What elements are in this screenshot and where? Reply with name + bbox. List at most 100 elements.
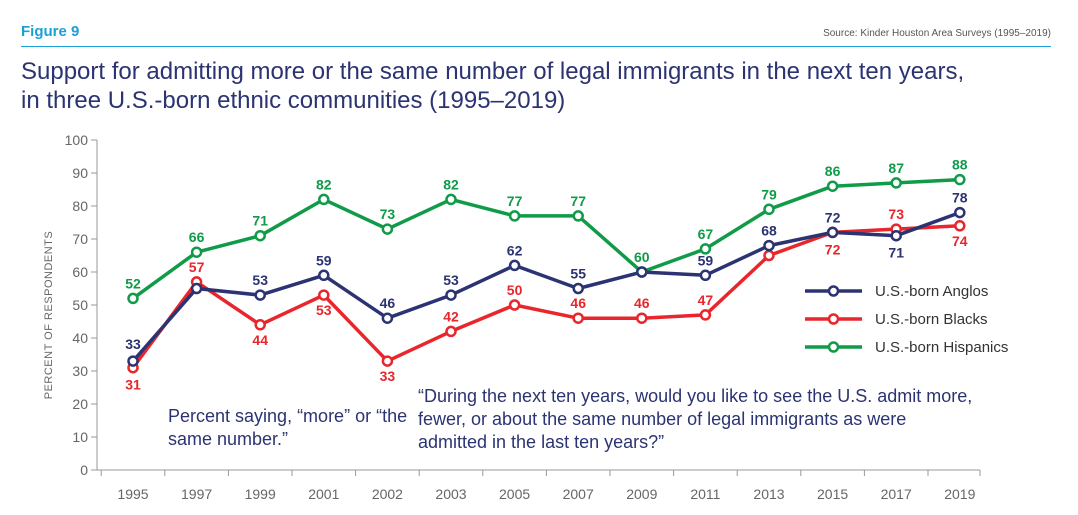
data-point bbox=[636, 312, 648, 324]
legend-marker bbox=[827, 341, 840, 353]
data-label: 68 bbox=[761, 223, 777, 239]
header-rule bbox=[21, 46, 1051, 47]
data-point bbox=[381, 355, 394, 367]
data-point bbox=[890, 229, 902, 242]
data-label: 82 bbox=[316, 176, 332, 192]
data-point bbox=[699, 309, 712, 321]
data-label: 53 bbox=[443, 272, 459, 288]
data-point bbox=[445, 193, 457, 206]
data-label: 52 bbox=[125, 275, 141, 291]
data-point bbox=[954, 206, 966, 219]
data-label: 79 bbox=[761, 186, 777, 202]
data-label: 59 bbox=[316, 252, 332, 268]
x-tick-label: 2002 bbox=[372, 486, 403, 502]
data-point bbox=[763, 239, 775, 252]
data-point bbox=[572, 210, 584, 222]
chart-title: Support for admitting more or the same n… bbox=[21, 57, 1061, 115]
x-tick-label: 2007 bbox=[563, 486, 594, 502]
y-tick-label: 80 bbox=[72, 198, 88, 214]
data-label: 88 bbox=[952, 157, 968, 173]
x-tick-label: 2001 bbox=[308, 486, 339, 502]
source-note: Source: Kinder Houston Area Surveys (199… bbox=[823, 28, 1051, 39]
x-tick-label: 2015 bbox=[817, 486, 848, 502]
x-tick-label: 2009 bbox=[626, 486, 657, 502]
data-point bbox=[190, 282, 203, 295]
data-label: 72 bbox=[825, 209, 841, 225]
data-point bbox=[954, 220, 966, 232]
x-tick-label: 2017 bbox=[881, 486, 912, 502]
y-tick-label: 60 bbox=[72, 264, 88, 280]
legend-label: U.S.-born Hispanics bbox=[875, 339, 1008, 356]
note-percent-saying: Percent saying, “more” or “the same numb… bbox=[168, 406, 408, 449]
data-label: 62 bbox=[507, 242, 523, 258]
data-label: 66 bbox=[189, 229, 205, 245]
data-point bbox=[699, 269, 712, 282]
x-tick-label: 2003 bbox=[435, 486, 466, 502]
data-label: 44 bbox=[252, 332, 268, 348]
data-label: 46 bbox=[634, 295, 650, 311]
data-point bbox=[445, 289, 457, 301]
data-label: 47 bbox=[698, 292, 714, 308]
figure-label: Figure 9 bbox=[21, 23, 80, 40]
data-label: 77 bbox=[570, 193, 586, 209]
chart-title-line-2: in three U.S.-born ethnic communities (1… bbox=[21, 87, 566, 114]
data-point bbox=[381, 223, 394, 235]
data-label: 72 bbox=[825, 241, 841, 257]
y-tick-label: 20 bbox=[72, 396, 88, 412]
x-tick-label: 1999 bbox=[245, 486, 276, 502]
data-label: 46 bbox=[380, 295, 396, 311]
y-tick-label: 90 bbox=[72, 165, 88, 181]
data-label: 67 bbox=[698, 226, 714, 242]
data-label: 50 bbox=[507, 282, 523, 298]
data-label: 33 bbox=[380, 368, 396, 384]
data-label: 53 bbox=[252, 272, 268, 288]
data-point bbox=[318, 289, 330, 301]
data-point bbox=[127, 292, 139, 305]
legend-marker bbox=[827, 285, 840, 297]
data-label: 53 bbox=[316, 302, 332, 318]
data-label: 46 bbox=[570, 295, 586, 311]
y-axis-label: PERCENT OF RESPONDENTS bbox=[43, 231, 55, 400]
data-point bbox=[190, 246, 203, 258]
data-point bbox=[508, 299, 521, 311]
data-label: 73 bbox=[380, 206, 396, 222]
data-label: 71 bbox=[888, 245, 904, 261]
legend-marker bbox=[827, 313, 840, 325]
data-point bbox=[699, 243, 712, 255]
legend-label: U.S.-born Blacks bbox=[875, 311, 988, 328]
data-label: 82 bbox=[443, 176, 459, 192]
data-point bbox=[254, 319, 266, 331]
data-point bbox=[826, 180, 839, 192]
data-label: 59 bbox=[698, 252, 714, 268]
x-tick-label: 1995 bbox=[117, 486, 148, 502]
data-point bbox=[254, 289, 266, 301]
data-label: 71 bbox=[252, 213, 268, 229]
x-tick-label: 2013 bbox=[753, 486, 784, 502]
data-point bbox=[127, 355, 139, 367]
data-point bbox=[254, 229, 266, 242]
chart-title-line-1: Support for admitting more or the same n… bbox=[21, 58, 965, 85]
y-tick-label: 10 bbox=[72, 429, 88, 445]
data-point bbox=[508, 210, 521, 222]
data-label: 73 bbox=[888, 206, 904, 222]
data-point bbox=[636, 266, 648, 278]
data-label: 87 bbox=[888, 160, 904, 176]
data-point bbox=[763, 249, 775, 262]
data-label: 57 bbox=[189, 259, 205, 275]
data-point bbox=[572, 312, 584, 324]
data-label: 78 bbox=[952, 190, 968, 206]
x-tick-label: 2019 bbox=[944, 486, 975, 502]
data-point bbox=[763, 203, 775, 216]
data-label: 60 bbox=[634, 249, 650, 265]
y-tick-label: 0 bbox=[80, 462, 88, 478]
y-tick-label: 40 bbox=[72, 330, 88, 346]
data-point bbox=[890, 177, 902, 189]
legend-label: U.S.-born Anglos bbox=[875, 283, 988, 300]
y-tick-label: 50 bbox=[72, 297, 88, 313]
data-point bbox=[572, 282, 584, 295]
series-line-u-s-born-hispanics bbox=[131, 177, 960, 300]
data-label: 74 bbox=[952, 233, 968, 249]
x-tick-label: 1997 bbox=[181, 486, 212, 502]
data-point bbox=[954, 173, 966, 186]
